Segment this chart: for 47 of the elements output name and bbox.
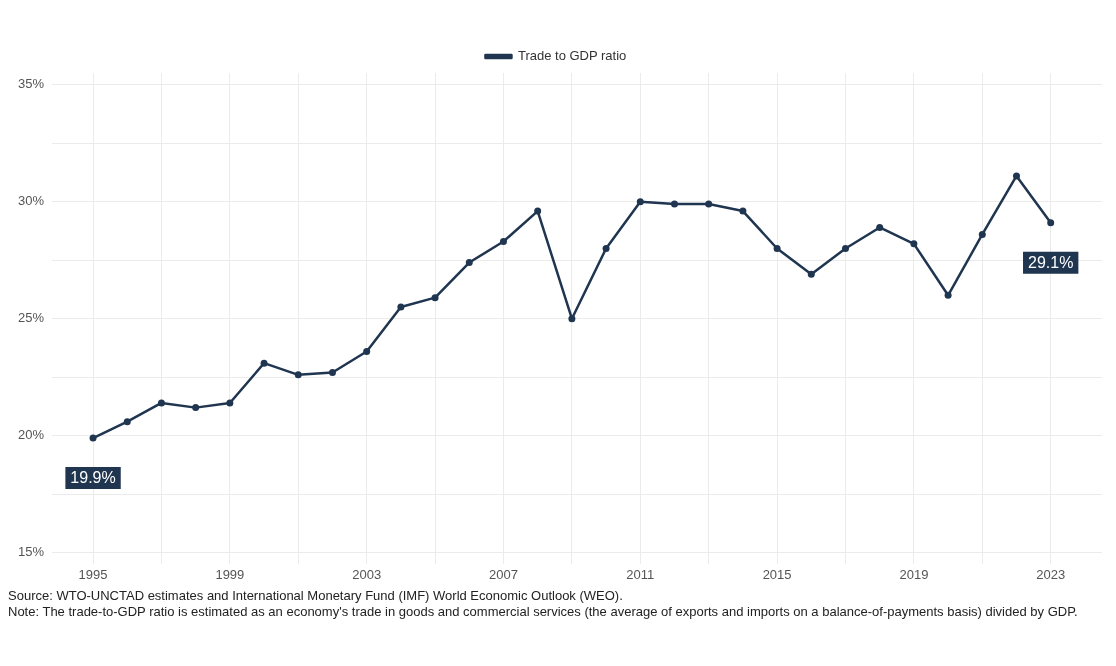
x-tick-label: 1995 [78,566,108,582]
point [1047,219,1055,227]
y-tick-label: 35% [17,76,45,92]
y-tick-label: 15% [17,544,45,560]
point [226,399,234,407]
point [1013,172,1020,180]
x-tick-label: 1999 [215,566,245,582]
point [89,434,97,442]
point [499,237,507,245]
x-tick-label: 2003 [352,566,382,582]
point [910,240,918,248]
x-tick-label: 2007 [489,566,518,582]
point [534,207,542,215]
annotation: 19.9% [70,469,116,487]
x-tick-label: 2019 [899,566,929,582]
point [328,369,336,377]
y-tick-label: 25% [17,310,45,326]
legend-label: Trade to GDP ratio [517,48,627,64]
point [944,291,952,299]
point [670,200,678,208]
point [636,198,644,206]
point [294,371,302,379]
point [363,347,371,355]
x-tick-label: 2011 [626,566,655,582]
y-tick-label: 30% [17,193,45,209]
point [739,207,747,215]
point [841,245,849,252]
point [192,404,200,412]
point [397,303,405,311]
point [465,259,473,267]
source-note: Source: WTO-UNCTAD estimates and International Monetary Fund (IMF) World Economic Outlook (WEO). [8,588,624,604]
x-tick-label: 2023 [1036,566,1066,582]
point [978,230,986,238]
x-tick-label: 2015 [762,566,792,582]
point [260,359,268,367]
point [157,399,165,407]
text: Note: The trade-to-GDP ratio is estimated as an economy's trade in goods and commercial services (the average of exports and imports on a balance-of-payments basis) divided by GDP. [8,604,1079,620]
y-tick-label: 20% [17,427,45,443]
point [123,418,131,426]
annotation: 29.1% [1028,254,1074,272]
point [876,223,884,231]
point [773,245,781,252]
point [568,315,576,323]
point [431,294,439,302]
point [705,200,713,208]
point [602,245,610,252]
point [807,270,815,278]
